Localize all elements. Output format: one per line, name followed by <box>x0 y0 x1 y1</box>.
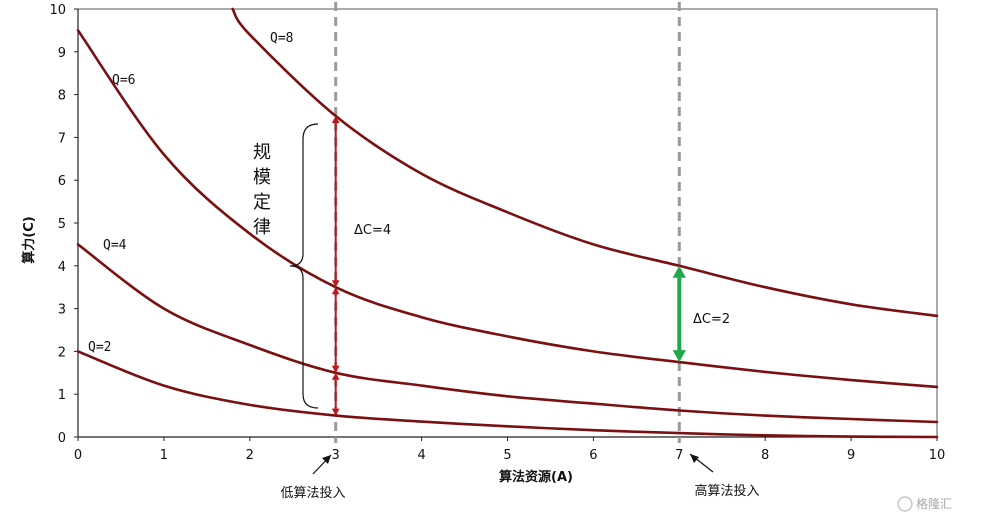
series-label-q8: Q=8 <box>270 31 293 46</box>
y-tick-label: 8 <box>58 89 66 104</box>
curve-q2 <box>76 350 939 439</box>
brace-label-char-3: 定 <box>253 192 271 213</box>
x-tick-label: 0 <box>74 448 82 463</box>
pointer-low <box>312 454 332 475</box>
x-tick-label: 1 <box>160 448 168 463</box>
curves <box>76 7 939 439</box>
watermark: 格隆汇 <box>897 496 952 512</box>
x-ticks: 0 1 2 3 4 5 6 7 8 9 10 <box>74 437 945 463</box>
series-label-q4: Q=4 <box>103 238 127 253</box>
curve-q6 <box>76 29 939 389</box>
curve-q8 <box>231 7 939 318</box>
red-arrow-segment-1 <box>331 372 340 416</box>
low-algorithm-label: 低算法投入 <box>280 485 345 501</box>
red-arrow-segment-2 <box>331 287 340 373</box>
brace-label-char-1: 规 <box>253 142 271 163</box>
x-tick-label: 10 <box>929 448 946 463</box>
y-ticks: 0 1 2 3 4 5 6 7 8 9 10 <box>49 3 78 446</box>
y-tick-label: 9 <box>58 46 66 61</box>
x-tick-label: 5 <box>503 448 511 463</box>
y-tick-label: 0 <box>58 431 66 446</box>
y-tick-label: 3 <box>58 303 66 318</box>
high-algorithm-label: 高算法投入 <box>694 483 759 499</box>
svg-text:格隆汇: 格隆汇 <box>916 496 952 511</box>
x-tick-label: 7 <box>675 448 683 463</box>
series-label-q2: Q=2 <box>88 340 111 355</box>
curve-q4 <box>76 243 939 424</box>
plot-frame <box>77 8 938 438</box>
y-tick-label: 5 <box>58 217 66 232</box>
y-tick-label: 2 <box>58 345 66 360</box>
pointer-high <box>689 453 714 473</box>
x-tick-label: 4 <box>417 448 425 463</box>
x-axis-title: 算法资源(A) <box>499 469 573 485</box>
y-tick-label: 10 <box>49 3 66 18</box>
brace-label-char-2: 模 <box>253 167 271 188</box>
y-axis-title: 算力(C) <box>21 216 37 263</box>
scaling-law-brace <box>289 123 319 409</box>
delta-c4-label: ΔC=4 <box>354 223 391 238</box>
series-label-q6: Q=6 <box>112 73 135 88</box>
y-tick-label: 4 <box>58 260 66 275</box>
y-tick-label: 1 <box>58 388 66 403</box>
y-tick-label: 7 <box>58 131 66 146</box>
green-arrow <box>672 265 686 363</box>
arrows <box>331 116 686 416</box>
x-tick-label: 2 <box>246 448 254 463</box>
x-tick-label: 3 <box>332 448 340 463</box>
x-tick-label: 6 <box>589 448 597 463</box>
x-tick-label: 8 <box>761 448 769 463</box>
delta-c2-label: ΔC=2 <box>693 312 730 327</box>
axes <box>77 8 938 438</box>
brace-label-char-4: 律 <box>253 217 271 238</box>
x-tick-label: 9 <box>847 448 855 463</box>
red-arrow-segment-3 <box>331 116 340 288</box>
y-tick-label: 6 <box>58 174 66 189</box>
